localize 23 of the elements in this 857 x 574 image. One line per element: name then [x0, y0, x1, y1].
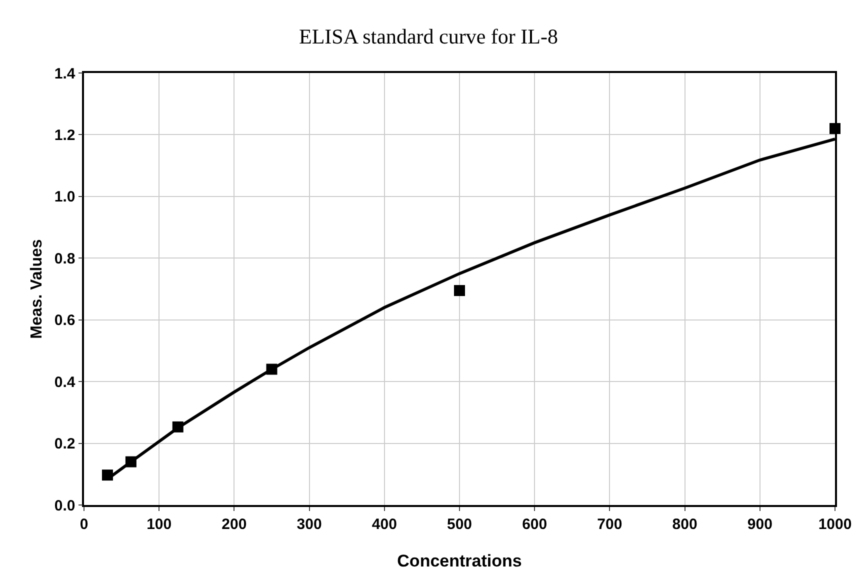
y-tick-label: 1.4	[54, 65, 76, 82]
y-tick-label: 0.4	[54, 374, 76, 391]
y-tick-label: 0.0	[54, 497, 76, 514]
x-tick-label: 0	[80, 516, 88, 533]
x-tick-label: 100	[146, 516, 172, 533]
point	[454, 285, 465, 296]
y-tick-label: 0.2	[54, 436, 76, 453]
x-tick-label: 400	[372, 516, 397, 533]
x-tick-label: 200	[222, 516, 247, 533]
x-tick-label: 700	[597, 516, 622, 533]
y-tick-label: 0.6	[54, 312, 76, 330]
x-tick-label: 900	[747, 516, 772, 533]
y-tick-label: 1.2	[54, 126, 76, 144]
x-tick-label: 800	[672, 516, 698, 533]
x-tick-label: 300	[296, 516, 322, 533]
y-tick-label: 1.0	[54, 188, 76, 206]
y-tick-label: 0.8	[54, 250, 76, 268]
y-axis-title: Meas. Values	[28, 239, 46, 339]
x-tick-label: 1000	[818, 516, 852, 533]
x-tick-label: 500	[446, 516, 472, 533]
x-tick-label: 600	[522, 516, 548, 533]
x-axis-title: Concentrations	[397, 552, 522, 570]
chart-title: ELISA standard curve for IL-8	[299, 24, 558, 48]
